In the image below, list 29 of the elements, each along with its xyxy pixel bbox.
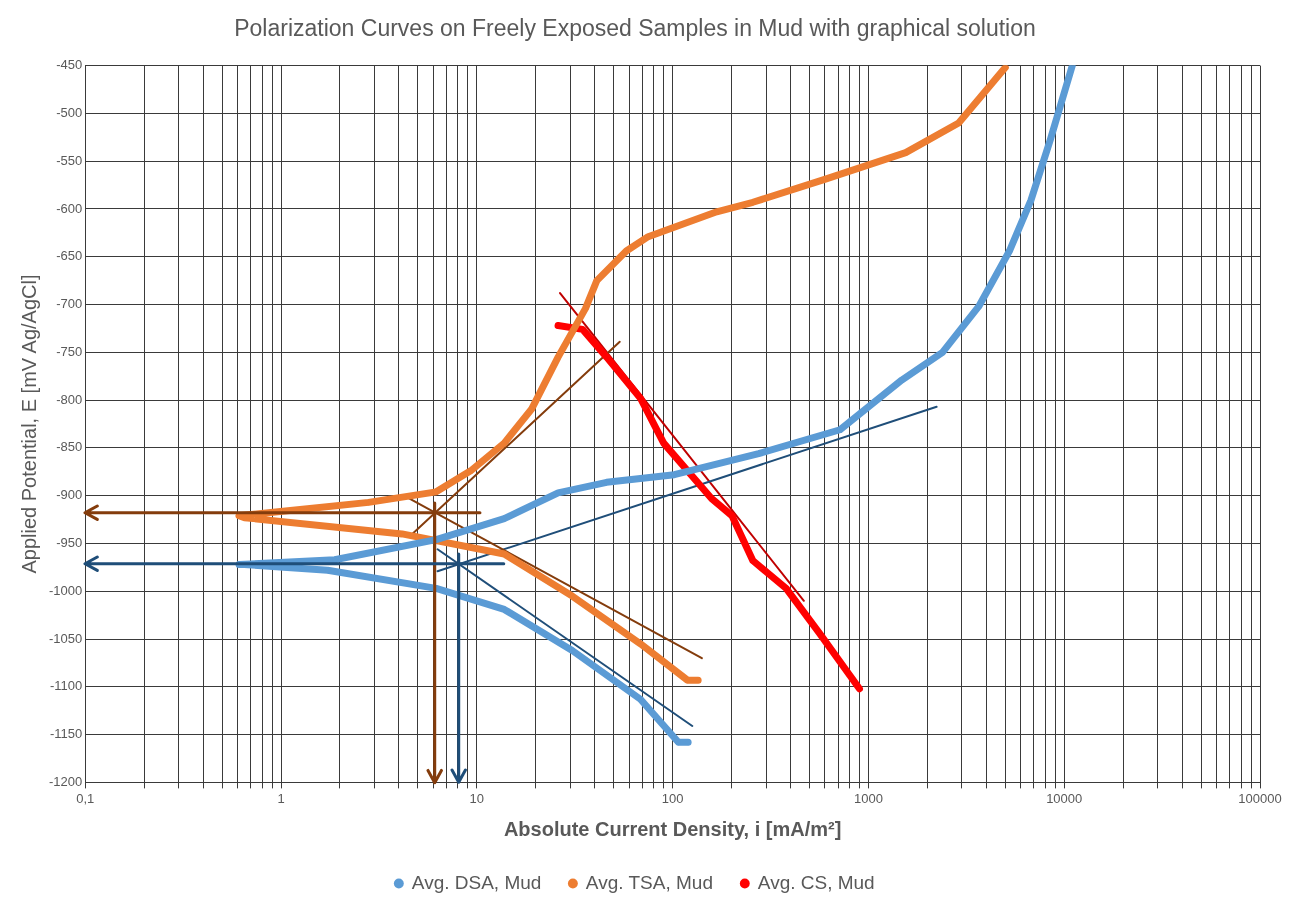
y-tick-label: -600 (56, 200, 83, 216)
y-tick-label: -650 (56, 248, 83, 264)
y-tick-label: -950 (56, 535, 83, 551)
y-tick-label: -550 (56, 152, 83, 168)
y-tick-label: -750 (56, 343, 83, 359)
y-tick-label: -1050 (49, 630, 83, 646)
legend-label: Avg. DSA, Mud (411, 871, 542, 893)
y-tick-label: -1100 (49, 678, 83, 694)
y-tick-label: -1150 (49, 726, 83, 742)
legend-label: Avg. CS, Mud (757, 871, 875, 893)
x-tick-label: 10 (469, 790, 485, 806)
y-tick-label: -1200 (49, 773, 83, 789)
y-axis-title: Applied Potential, E [mV Ag/AgCl] (17, 274, 40, 574)
y-tick-label: -450 (56, 57, 83, 73)
x-tick-label: 100000 (1238, 790, 1282, 806)
y-tick-label: -850 (56, 439, 83, 455)
x-axis-title: Absolute Current Density, i [mA/m²] (503, 817, 842, 840)
y-tick-label: -800 (56, 391, 83, 407)
x-tick-label: 10000 (1046, 790, 1083, 806)
y-tick-label: -1000 (49, 582, 83, 598)
y-tick-label: -700 (56, 296, 83, 312)
legend-label: Avg. TSA, Mud (585, 871, 713, 893)
y-tick-label: -900 (56, 487, 83, 503)
x-tick-label: 100 (661, 790, 684, 806)
x-tick-label: 1000 (853, 790, 883, 806)
chart-title: Polarization Curves on Freely Exposed Samples in Mud with graphical solution (234, 15, 1036, 42)
y-tick-label: -500 (56, 104, 83, 120)
x-tick-label: 0,1 (76, 790, 95, 806)
x-tick-label: 1 (277, 790, 285, 806)
